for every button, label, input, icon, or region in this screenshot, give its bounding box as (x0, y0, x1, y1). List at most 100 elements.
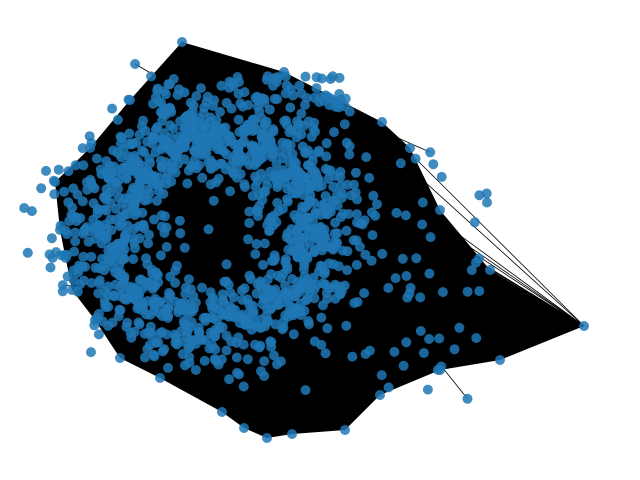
graph-node (99, 295, 110, 306)
graph-node (323, 173, 334, 184)
graph-node (139, 276, 150, 287)
graph-node (149, 214, 159, 225)
graph-node (253, 190, 264, 201)
graph-node (418, 348, 429, 358)
graph-node (143, 238, 154, 249)
graph-node (268, 80, 279, 91)
graph-node (45, 262, 56, 273)
graph-node (303, 160, 314, 171)
graph-node (110, 214, 121, 225)
graph-node (155, 373, 165, 383)
graph-node (114, 304, 125, 315)
graph-node (316, 312, 327, 323)
graph-node (183, 343, 194, 354)
graph-node (390, 273, 401, 284)
graph-node (231, 352, 242, 363)
graph-node (325, 74, 336, 84)
graph-node (159, 227, 170, 238)
graph-node (300, 385, 311, 396)
graph-node (148, 131, 159, 142)
graph-node (227, 78, 238, 89)
graph-node (216, 80, 227, 91)
graph-node (239, 283, 250, 294)
graph-node (146, 71, 157, 82)
graph-node (244, 270, 255, 281)
graph-node (68, 275, 79, 286)
graph-edge (318, 150, 585, 327)
graph-node (259, 356, 270, 367)
graph-node (70, 160, 81, 171)
graph-node (323, 165, 334, 176)
graph-node (264, 104, 275, 115)
graph-node (190, 365, 201, 375)
graph-node (270, 284, 281, 295)
graph-node (126, 332, 137, 343)
graph-node (367, 230, 378, 241)
graph-node (273, 178, 284, 189)
graph-node (339, 119, 350, 130)
graph-node (201, 96, 212, 107)
graph-node (348, 235, 359, 246)
graph-node (208, 313, 219, 324)
graph-node (348, 179, 359, 190)
graph-node (26, 206, 37, 217)
graph-node (124, 193, 135, 204)
graph-node (86, 347, 96, 358)
graph-node (225, 186, 236, 197)
graph-node (125, 95, 135, 105)
graph-node (122, 209, 133, 220)
graph-node (266, 341, 277, 352)
graph-node (377, 117, 387, 127)
graph-node (308, 215, 318, 226)
graph-node (270, 319, 281, 330)
graph-node (115, 270, 126, 281)
graph-node (77, 261, 88, 272)
graph-node (329, 127, 339, 138)
graph-node (128, 254, 139, 265)
graph-node (179, 242, 190, 253)
graph-node (137, 145, 147, 156)
graph-node (268, 350, 279, 361)
graph-node (342, 265, 353, 276)
graph-node (435, 365, 445, 375)
graph-node (279, 67, 289, 77)
graph-node (250, 171, 261, 182)
graph-node (428, 159, 439, 170)
graph-node (352, 297, 363, 307)
graph-edge (226, 325, 585, 337)
graph-node (209, 295, 220, 306)
graph-node (124, 138, 135, 149)
graph-node (267, 124, 278, 135)
graph-node (198, 313, 209, 324)
graph-edge (349, 154, 585, 327)
graph-node (235, 311, 246, 322)
graph-node (144, 229, 154, 240)
graph-node (364, 172, 375, 183)
graph-node (170, 277, 181, 288)
graph-node (311, 83, 322, 94)
graph-node (221, 345, 232, 356)
graph-node (246, 324, 257, 335)
graph-node (319, 204, 329, 215)
graph-node (68, 265, 79, 276)
graph-node (235, 98, 246, 109)
graph-edge (175, 301, 585, 327)
graph-node (150, 293, 161, 304)
graph-edge (236, 325, 585, 344)
graph-node (183, 132, 194, 143)
graph-node (94, 278, 105, 289)
graph-node (221, 330, 232, 341)
graph-edge (356, 240, 585, 327)
graph-node (269, 93, 280, 104)
graph-node (234, 127, 245, 137)
graph-node (256, 282, 267, 293)
graph-node (221, 259, 232, 270)
graph-node (209, 331, 220, 342)
graph-node (244, 206, 255, 217)
graph-node (108, 250, 119, 261)
graph-node (395, 158, 406, 169)
graph-node (96, 238, 107, 249)
graph-node (437, 287, 448, 298)
